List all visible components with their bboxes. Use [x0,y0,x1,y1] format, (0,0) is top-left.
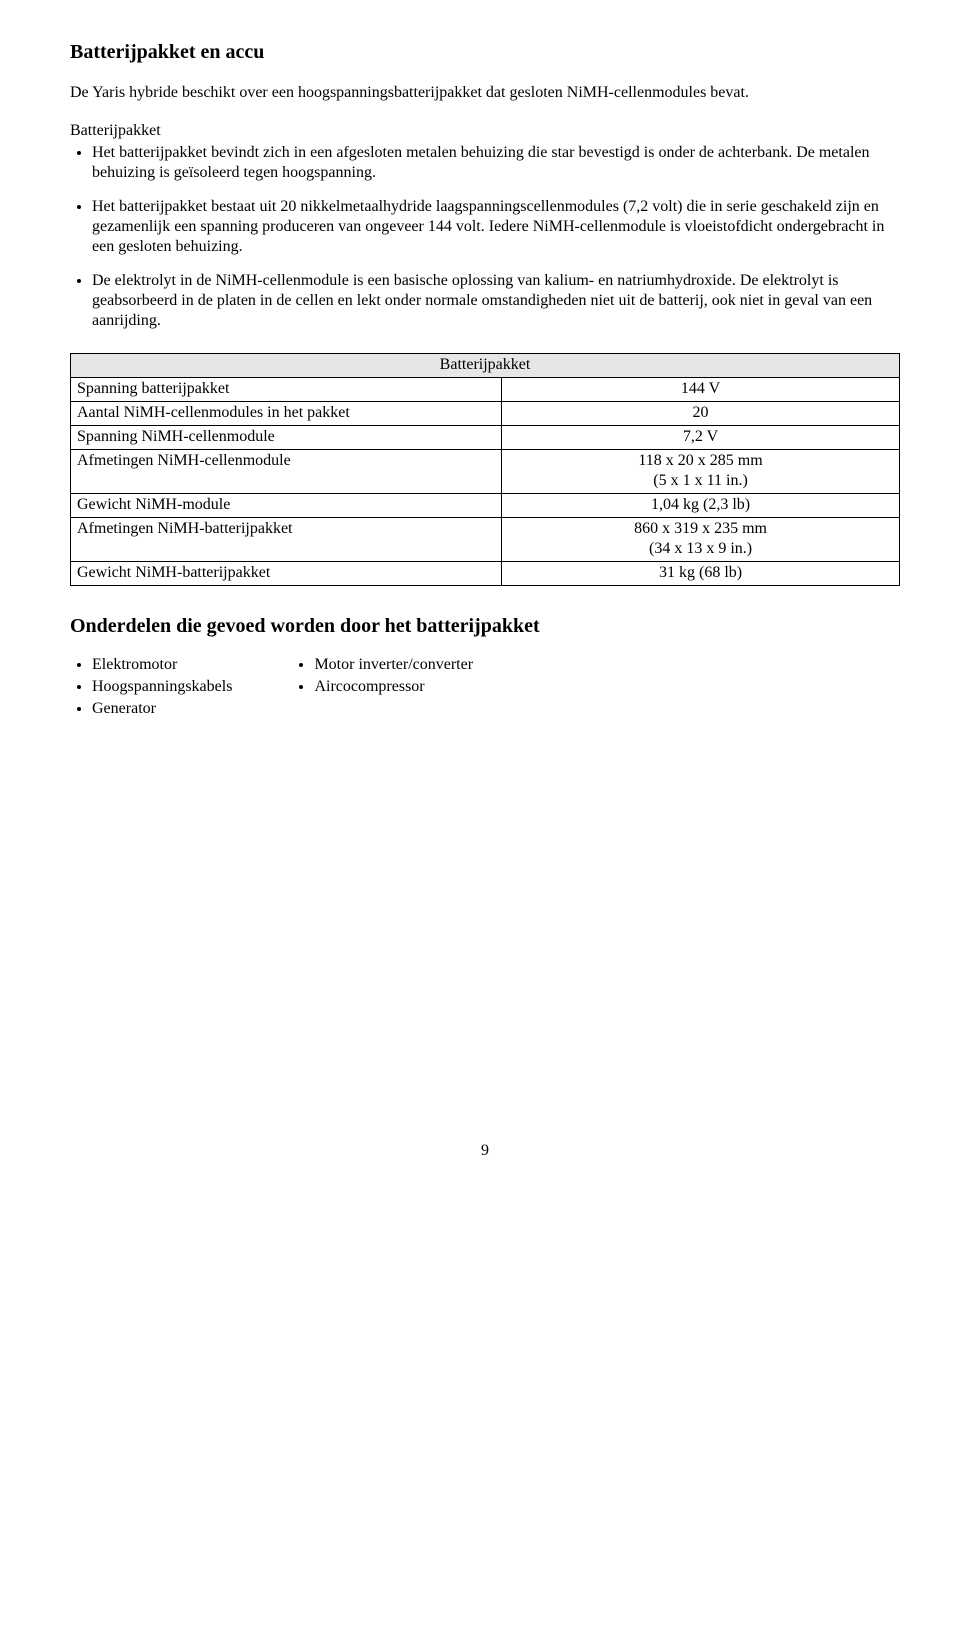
bullet-item: De elektrolyt in de NiMH-cellenmodule is… [92,271,900,331]
table-cell-value: 118 x 20 x 285 mm(5 x 1 x 11 in.) [502,450,900,494]
table-cell-value: 1,04 kg (2,3 lb) [502,494,900,518]
table-cell-value: 20 [502,402,900,426]
table-row: Afmetingen NiMH-cellenmodule 118 x 20 x … [71,450,900,494]
table-cell-label: Afmetingen NiMH-batterijpakket [71,518,502,562]
table-row: Gewicht NiMH-module 1,04 kg (2,3 lb) [71,494,900,518]
table-cell-label: Spanning batterijpakket [71,378,502,402]
table-cell-label: Afmetingen NiMH-cellenmodule [71,450,502,494]
heading-battery-pack: Batterijpakket en accu [70,40,900,65]
components-col-2: Motor inverter/converter Aircocompressor [292,655,473,721]
page-number: 9 [70,1141,900,1161]
table-row: Afmetingen NiMH-batterijpakket 860 x 319… [71,518,900,562]
table-cell-value: 31 kg (68 lb) [502,562,900,586]
subheading-batterijpakket: Batterijpakket [70,121,900,141]
table-cell-value: 7,2 V [502,426,900,450]
table-row: Spanning batterijpakket 144 V [71,378,900,402]
list-item: Generator [92,699,232,719]
components-columns: Elektromotor Hoogspanningskabels Generat… [70,655,900,721]
table-row: Spanning NiMH-cellenmodule 7,2 V [71,426,900,450]
table-cell-label: Gewicht NiMH-module [71,494,502,518]
components-col-1: Elektromotor Hoogspanningskabels Generat… [70,655,232,721]
list-item: Aircocompressor [314,677,473,697]
table-cell-label: Aantal NiMH-cellenmodules in het pakket [71,402,502,426]
intro-paragraph: De Yaris hybride beschikt over een hoogs… [70,83,900,103]
bullet-item: Het batterijpakket bestaat uit 20 nikkel… [92,197,900,257]
table-header: Batterijpakket [71,354,900,378]
table-row: Gewicht NiMH-batterijpakket 31 kg (68 lb… [71,562,900,586]
list-item: Elektromotor [92,655,232,675]
spec-table: Batterijpakket Spanning batterijpakket 1… [70,353,900,586]
table-row: Aantal NiMH-cellenmodules in het pakket … [71,402,900,426]
list-item: Hoogspanningskabels [92,677,232,697]
table-cell-value: 860 x 319 x 235 mm(34 x 13 x 9 in.) [502,518,900,562]
heading-components: Onderdelen die gevoed worden door het ba… [70,614,900,639]
table-cell-label: Spanning NiMH-cellenmodule [71,426,502,450]
list-item: Motor inverter/converter [314,655,473,675]
table-cell-label: Gewicht NiMH-batterijpakket [71,562,502,586]
bullet-item: Het batterijpakket bevindt zich in een a… [92,143,900,183]
bullet-list: Het batterijpakket bevindt zich in een a… [70,143,900,331]
table-cell-value: 144 V [502,378,900,402]
